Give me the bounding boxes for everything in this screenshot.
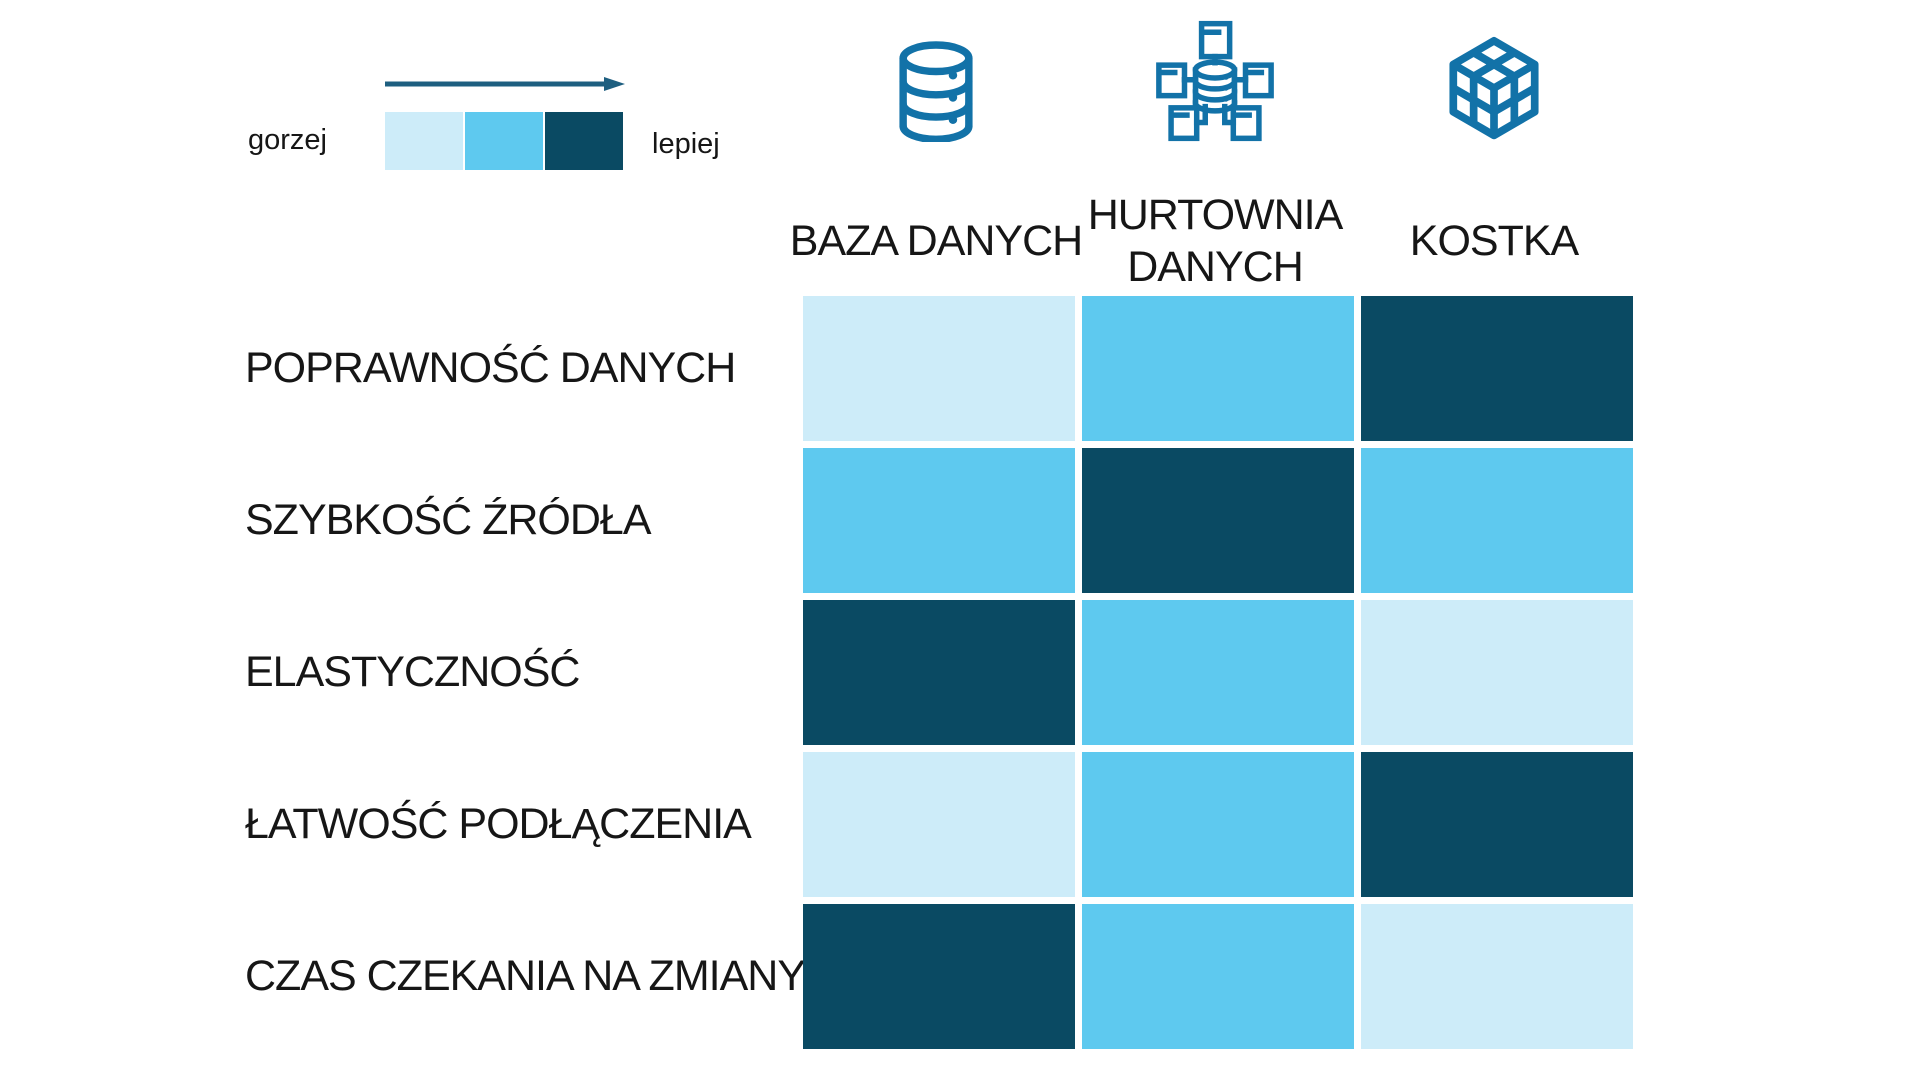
matrix-cell-r4-c3 xyxy=(1361,752,1633,897)
data-warehouse-icon xyxy=(1154,20,1276,142)
matrix-cell-r5-c2 xyxy=(1082,904,1354,1049)
column-label-hurtownia-danych: HURTOWNIA DANYCH xyxy=(1087,190,1344,291)
column-header-baza-danych: BAZA DANYCH xyxy=(786,26,1086,294)
matrix-cell-r3-c3 xyxy=(1361,600,1633,745)
row-label-5: CZAS CZEKANIA NA ZMIANY xyxy=(245,952,806,1000)
matrix-cell-r1-c2 xyxy=(1082,296,1354,441)
row-label-2: SZYBKOŚĆ ŹRÓDŁA xyxy=(245,496,652,544)
column-header-hurtownia-danych: HURTOWNIA DANYCH xyxy=(1065,20,1365,294)
row-label-1: POPRAWNOŚĆ DANYCH xyxy=(245,344,736,392)
matrix-cell-r1-c1 xyxy=(803,296,1075,441)
legend-swatch-worse xyxy=(385,112,463,170)
matrix: POPRAWNOŚĆ DANYCH SZYBKOŚĆ ŹRÓDŁA ELASTYCZ… xyxy=(245,296,1633,1049)
matrix-cell-r5-c1 xyxy=(803,904,1075,1049)
column-header-kostka: KOSTKA xyxy=(1344,26,1644,294)
direction-arrow-icon xyxy=(385,77,625,91)
matrix-cell-r3-c1 xyxy=(803,600,1075,745)
row-label-4: ŁATWOŚĆ PODŁĄCZENIA xyxy=(245,800,752,848)
row-label-3: ELASTYCZNOŚĆ xyxy=(245,648,580,696)
matrix-cell-r2-c2 xyxy=(1082,448,1354,593)
matrix-cell-r5-c3 xyxy=(1361,904,1633,1049)
legend-better-label: lepiej xyxy=(652,128,720,160)
matrix-cell-r4-c2 xyxy=(1082,752,1354,897)
cube-icon xyxy=(1439,26,1549,142)
matrix-cell-r1-c3 xyxy=(1361,296,1633,441)
legend-swatches xyxy=(385,112,623,170)
matrix-cell-r3-c2 xyxy=(1082,600,1354,745)
matrix-cell-r4-c1 xyxy=(803,752,1075,897)
matrix-cell-r2-c3 xyxy=(1361,448,1633,593)
legend-swatch-better xyxy=(545,112,623,170)
matrix-cell-r2-c1 xyxy=(803,448,1075,593)
legend-worse-label: gorzej xyxy=(248,124,327,156)
legend-swatch-medium xyxy=(465,112,543,170)
column-label-kostka: KOSTKA xyxy=(1409,216,1579,265)
database-icon xyxy=(883,26,989,142)
column-label-baza-danych: BAZA DANYCH xyxy=(789,216,1083,265)
